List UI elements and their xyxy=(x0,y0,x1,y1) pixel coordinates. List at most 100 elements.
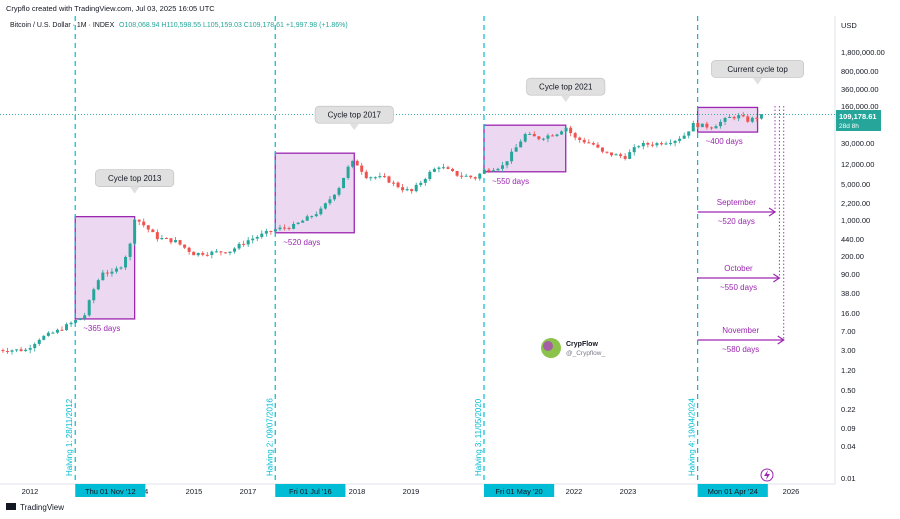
candle-body xyxy=(505,161,509,166)
candle-body xyxy=(664,143,668,145)
candle-body xyxy=(691,123,695,132)
projection-days: ~520 days xyxy=(718,217,755,226)
candle-body xyxy=(51,332,55,334)
candle-body xyxy=(546,135,550,139)
watermark-avatar-inner xyxy=(543,341,553,351)
y-tick-label: 360,000.00 xyxy=(841,85,879,94)
x-tick-label: 2012 xyxy=(22,487,39,496)
halving-label: Halving 2: 09/07/2016 xyxy=(265,398,274,476)
candle-body xyxy=(124,256,128,268)
y-tick-label: 800,000.00 xyxy=(841,67,879,76)
candle-body xyxy=(332,194,336,200)
candle-body xyxy=(569,127,573,134)
candle-body xyxy=(700,123,704,128)
candle-body xyxy=(96,280,100,290)
y-tick-label: 5,000.00 xyxy=(841,180,870,189)
candle-body xyxy=(532,133,536,137)
ohlc-readout: O108,068.94 H110,598.55 L105,159.03 C109… xyxy=(119,22,348,29)
candle-body xyxy=(287,228,291,230)
candle-body xyxy=(537,136,541,140)
x-tick-label: 2017 xyxy=(240,487,257,496)
candle-body xyxy=(92,289,96,301)
candle-body xyxy=(160,238,164,240)
candle-body xyxy=(750,117,754,122)
halving-lines: Halving 1: 28/11/2012 Halving 2: 09/07/20… xyxy=(65,16,699,484)
halving-date-tag-text: Fri 01 Jul '16 xyxy=(289,487,332,496)
candle-body xyxy=(396,182,400,188)
candle-body xyxy=(205,254,209,256)
cycle-callout: Cycle top 2021 xyxy=(526,77,606,103)
halving-date-tag-box xyxy=(483,484,555,497)
candle-body xyxy=(578,137,582,140)
y-tick-label: 12,000.00 xyxy=(841,160,874,169)
symbol-title: Bitcoin / U.S. Dollar · 1M · INDEX xyxy=(10,22,115,29)
candle-body xyxy=(278,227,282,230)
footer: TradingView xyxy=(6,503,64,512)
y-tick-label: 0.50 xyxy=(841,386,856,395)
candle-body xyxy=(573,133,577,138)
candle-body xyxy=(233,248,237,252)
candle-body xyxy=(455,171,459,176)
candle-body xyxy=(637,146,641,148)
cycle-days-label: ~550 days xyxy=(492,177,529,186)
candle-body xyxy=(528,133,532,135)
candle-body xyxy=(423,179,427,183)
candle-body xyxy=(641,143,645,147)
candle-body xyxy=(210,251,214,255)
y-tick-label: 0.09 xyxy=(841,424,856,433)
candle-body xyxy=(246,240,250,245)
y-tick-label: 3.00 xyxy=(841,346,856,355)
candle-body xyxy=(24,349,28,352)
x-tick-label: 2018 xyxy=(349,487,366,496)
y-tick-label: 7.00 xyxy=(841,327,856,336)
candle-body xyxy=(632,147,636,153)
candle-body xyxy=(709,127,713,129)
candle-body xyxy=(392,182,396,184)
candle-body xyxy=(133,219,137,244)
y-tick-label: 0.01 xyxy=(841,474,856,483)
lightning-button[interactable] xyxy=(760,468,774,482)
candle-body xyxy=(310,216,314,218)
candle-body xyxy=(746,116,750,122)
candle-body xyxy=(519,141,523,148)
callout-pointer xyxy=(560,95,571,103)
candle-body xyxy=(214,251,218,253)
candle-body xyxy=(223,252,227,254)
candle-body xyxy=(178,240,182,245)
cycle-callout: Cycle top 2017 xyxy=(314,105,394,131)
candle-body xyxy=(273,229,277,232)
candle-body xyxy=(219,251,223,253)
callout-box xyxy=(711,60,804,78)
projections: September ~520 days October ~550 days Novemb… xyxy=(697,106,785,354)
cycle-box xyxy=(483,124,567,173)
candle-body xyxy=(741,115,745,117)
candle-body xyxy=(19,349,23,352)
candle-body xyxy=(255,236,259,239)
candle-body xyxy=(378,176,382,178)
candle-body xyxy=(723,117,727,122)
candle-body xyxy=(251,238,255,241)
callout-pointer xyxy=(752,77,763,85)
x-tick-label: 2023 xyxy=(620,487,637,496)
projection-month: September xyxy=(717,198,756,207)
candle-body xyxy=(405,189,409,191)
cycle-days-label: ~365 days xyxy=(83,324,120,333)
candle-body xyxy=(560,131,564,135)
candle-body xyxy=(446,167,450,169)
projection-days: ~580 days xyxy=(722,345,759,354)
candle-body xyxy=(301,220,305,223)
candle-body xyxy=(328,199,332,204)
candle-body xyxy=(432,168,436,172)
candle-body xyxy=(346,166,350,178)
candle-body xyxy=(719,121,723,127)
candle-body xyxy=(151,229,155,233)
candle-body xyxy=(659,143,663,145)
candle-body xyxy=(15,349,19,351)
candle-body xyxy=(305,216,309,221)
currency-label: USD xyxy=(841,21,857,30)
created-by-text: Crypflo created with TradingView.com, Ju… xyxy=(6,4,215,13)
candle-body xyxy=(419,182,423,185)
halving-date-tag-box xyxy=(275,484,346,497)
halving-date-tag-text: Fri 01 May '20 xyxy=(495,487,542,496)
candle-body xyxy=(323,203,327,209)
